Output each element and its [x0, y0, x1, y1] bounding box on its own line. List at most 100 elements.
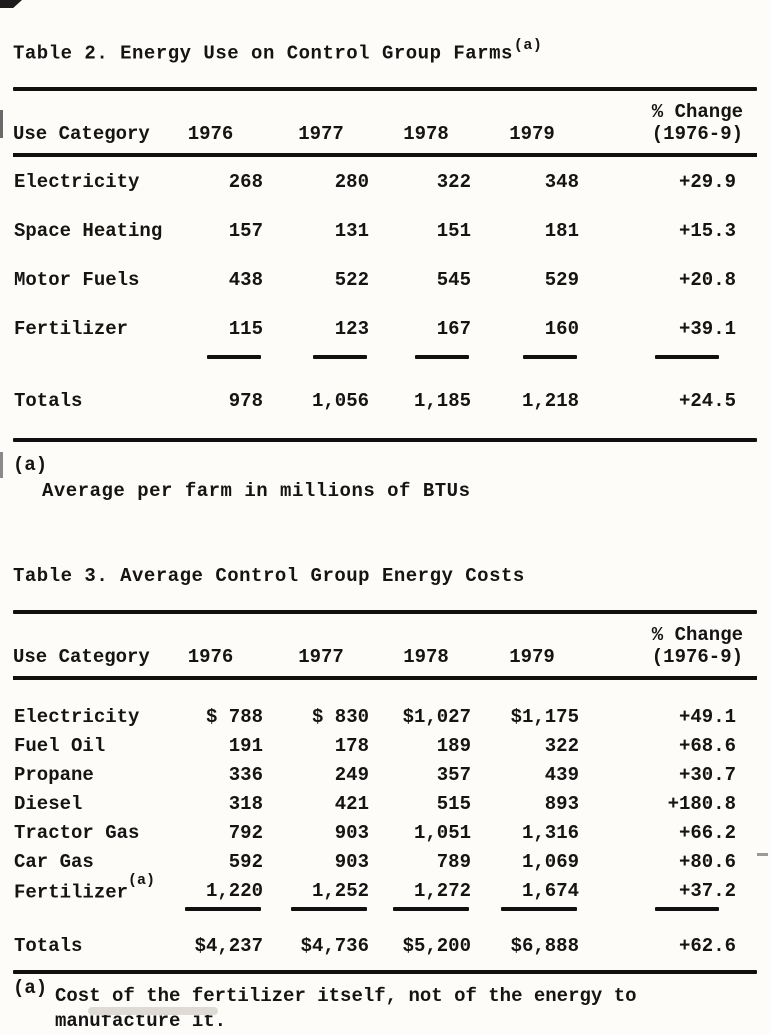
cell-1978: $1,027	[402, 706, 471, 729]
table-row-fertilizer: Fertilizer(a) 1,220 1,252 1,272 1,674 +3…	[13, 872, 757, 905]
totals-underline	[313, 355, 367, 360]
cell-1979: 439	[544, 763, 579, 786]
pct-change-label: % Change	[651, 624, 743, 647]
cell-pct-change: +29.9	[678, 170, 736, 193]
cell-pct-change: +20.8	[678, 268, 736, 291]
cell-1977: 280	[334, 170, 369, 193]
column-header-pct-change: % Change (1976-9)	[586, 91, 757, 158]
column-header-1978: 1978	[374, 91, 478, 158]
cell-1977: 178	[334, 734, 369, 757]
table-3-header-row: Use Category 1976 1977 1978 1979 % Chang…	[13, 614, 757, 681]
table-3-title-text: Table 3. Average Control Group Energy Co…	[13, 565, 525, 588]
table-3-title: Table 3. Average Control Group Energy Co…	[13, 562, 757, 590]
column-header-1976: 1976	[153, 91, 268, 158]
table-3-bottom-rule	[13, 970, 757, 975]
scan-artifact-smudge	[88, 1007, 218, 1015]
table-3-top-rule	[13, 610, 757, 615]
table-row-fuel-oil: Fuel Oil 191 178 189 322 +68.6	[13, 731, 757, 760]
table-2-header-row: Use Category 1976 1977 1978 1979 % Chang…	[13, 91, 757, 158]
cell-1978: 357	[436, 763, 471, 786]
column-header-1979: 1979	[478, 614, 586, 681]
column-header-1977: 1977	[268, 614, 374, 681]
totals-1976: $4,237	[194, 935, 263, 958]
row-category: Fuel Oil	[14, 734, 106, 757]
table-row-tractor-gas: Tractor Gas 792 903 1,051 1,316 +66.2	[13, 818, 757, 847]
totals-1978: 1,185	[413, 390, 471, 413]
totals-1977: 1,056	[311, 390, 369, 413]
cell-1979: 322	[544, 734, 579, 757]
cell-1979: 1,316	[521, 821, 579, 844]
table-row-fertilizer: Fertilizer 115 123 167 160 +39.1	[13, 304, 757, 353]
row-category: Tractor Gas	[14, 821, 140, 844]
cell-1977: 131	[334, 219, 369, 242]
totals-label: Totals	[14, 390, 83, 413]
cell-pct-change: +180.8	[667, 792, 736, 815]
table-2-title-text: Table 2. Energy Use on Control Group Far…	[13, 42, 513, 65]
totals-underline	[393, 907, 469, 912]
cell-pct-change: +80.6	[678, 850, 736, 873]
totals-pct-change: +62.6	[678, 935, 736, 958]
cell-1977: 903	[334, 821, 369, 844]
scan-artifact-edge-tick	[0, 110, 3, 138]
cell-1979: 529	[544, 268, 579, 291]
table-row-electricity: Electricity $ 788 $ 830 $1,027 $1,175 +4…	[13, 678, 757, 731]
cell-1978: 545	[436, 268, 471, 291]
cell-1976: 191	[228, 734, 263, 757]
cell-1976: 1,220	[205, 879, 263, 902]
table-row-car-gas: Car Gas 592 903 789 1,069 +80.6	[13, 847, 757, 876]
scan-artifact-dash	[757, 853, 768, 856]
fertilizer-footnote-marker: (a)	[128, 872, 156, 890]
cell-1978: 167	[436, 317, 471, 340]
cell-1976: 157	[228, 219, 263, 242]
cell-pct-change: +15.3	[678, 219, 736, 242]
cell-1979: 348	[544, 170, 579, 193]
cell-1976: 792	[228, 821, 263, 844]
table-row-motor-fuels: Motor Fuels 438 522 545 529 +20.8	[13, 255, 757, 304]
row-category: Motor Fuels	[14, 268, 140, 291]
table-2-title-footnote-marker: (a)	[513, 37, 543, 54]
column-header-use-category: Use Category	[13, 91, 153, 158]
cell-pct-change: +66.2	[678, 821, 736, 844]
totals-underline	[415, 355, 469, 360]
cell-1979: 1,069	[521, 850, 579, 873]
table-row-space-heating: Space Heating 157 131 151 181 +15.3	[13, 206, 757, 255]
cell-1977: 1,252	[311, 879, 369, 902]
totals-label: Totals	[14, 935, 83, 958]
totals-1979: $6,888	[510, 935, 579, 958]
table-row-propane: Propane 336 249 357 439 +30.7	[13, 760, 757, 789]
cell-1977: $ 830	[311, 706, 369, 729]
cell-1979: $1,175	[510, 706, 579, 729]
cell-1978: 1,051	[413, 821, 471, 844]
cell-1976: 318	[228, 792, 263, 815]
cell-pct-change: +39.1	[678, 317, 736, 340]
cell-1979: 1,674	[521, 879, 579, 902]
cell-pct-change: +30.7	[678, 763, 736, 786]
totals-row: Totals 978 1,056 1,185 1,218 +24.5	[13, 374, 757, 428]
row-category: Fertilizer	[14, 317, 129, 340]
table-row-electricity: Electricity 268 280 322 348 +29.9	[13, 155, 757, 206]
table-2-bottom-rule	[13, 438, 757, 443]
cell-1977: 522	[334, 268, 369, 291]
cell-1978: 515	[436, 792, 471, 815]
pct-change-range: (1976-9)	[651, 646, 743, 669]
cell-1977: 123	[334, 317, 369, 340]
energy-use-table: Use Category 1976 1977 1978 1979 % Chang…	[13, 91, 757, 428]
energy-costs-table: Use Category 1976 1977 1978 1979 % Chang…	[13, 614, 757, 970]
table-2-title: Table 2. Energy Use on Control Group Far…	[13, 34, 757, 67]
cell-1976: 268	[228, 170, 263, 193]
pct-change-label: % Change	[651, 101, 743, 124]
cell-1977: 421	[334, 792, 369, 815]
cell-1978: 189	[436, 734, 471, 757]
totals-underline-row	[13, 353, 757, 374]
totals-underline	[185, 907, 261, 912]
footnote-marker: (a)	[13, 977, 48, 1000]
table-row-diesel: Diesel 318 421 515 893 +180.8	[13, 789, 757, 818]
totals-underline-row	[13, 905, 757, 922]
table-3-section: Table 3. Average Control Group Energy Co…	[13, 562, 757, 1034]
column-header-1978: 1978	[374, 614, 478, 681]
cell-pct-change: +68.6	[678, 734, 736, 757]
cell-1978: 1,272	[413, 879, 471, 902]
row-category: Fertilizer	[14, 881, 129, 904]
totals-pct-change: +24.5	[678, 390, 736, 413]
